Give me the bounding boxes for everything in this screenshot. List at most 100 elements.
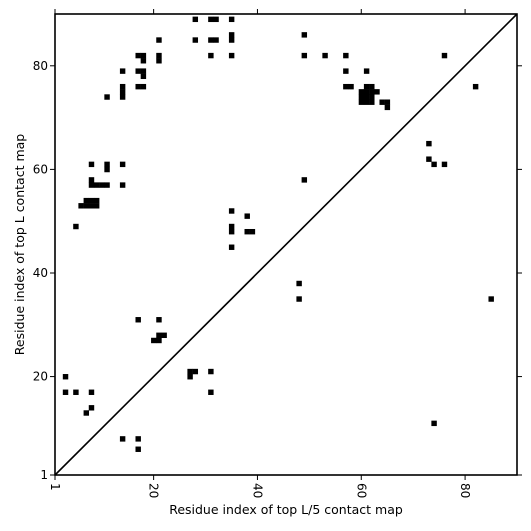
x-tick-label: 1: [48, 483, 62, 491]
contact-cell-top-l5: [208, 368, 214, 375]
contact-cell-top-l: [83, 203, 90, 209]
contact-cell-top-l: [93, 197, 100, 204]
contact-cell-top-l: [140, 58, 147, 64]
contact-cell-top-l: [322, 52, 328, 59]
contact-cell-top-l: [83, 197, 90, 204]
contact-cell-top-l: [228, 32, 235, 38]
contact-cell-top-l: [301, 52, 308, 59]
contact-cell-top-l: [363, 68, 370, 74]
contact-cell-top-l: [426, 156, 432, 162]
contact-cell-top-l: [384, 104, 391, 111]
contact-cell-top-l: [119, 161, 126, 168]
x-tick-label: 80: [458, 483, 472, 498]
contact-cell-top-l: [369, 94, 375, 100]
contact-cell-top-l5: [151, 337, 157, 344]
contact-cell-top-l: [441, 52, 448, 59]
contact-cell-top-l: [369, 83, 375, 90]
contact-cell-top-l: [228, 16, 235, 23]
y-tick-label: 40: [33, 266, 48, 280]
contact-cell-top-l: [93, 182, 100, 188]
x-tick-label: 40: [250, 483, 264, 498]
contact-cell-top-l: [88, 161, 95, 168]
contact-cell-top-l: [228, 244, 235, 250]
contact-cells: [62, 16, 494, 452]
contact-cell-top-l5: [62, 374, 69, 380]
contact-cell-top-l5: [135, 436, 141, 442]
contact-cell-top-l: [472, 83, 479, 90]
contact-cell-top-l: [358, 99, 365, 105]
contact-cell-top-l: [431, 161, 437, 168]
contact-cell-top-l: [213, 16, 219, 23]
contact-cell-top-l5: [88, 405, 95, 411]
contact-cell-top-l: [208, 52, 214, 59]
contact-cell-top-l: [156, 37, 162, 43]
contact-cell-top-l5: [187, 374, 193, 380]
contact-cell-top-l: [213, 37, 219, 43]
contact-cell-top-l: [343, 68, 349, 74]
contact-cell-top-l5: [296, 280, 302, 287]
contact-cell-top-l: [343, 52, 349, 59]
contact-cell-top-l: [78, 203, 84, 209]
contact-cell-top-l: [88, 177, 95, 183]
contact-cell-top-l: [228, 52, 235, 59]
contact-cell-top-l5: [156, 317, 162, 323]
contact-cell-top-l: [104, 182, 110, 188]
contact-cell-top-l: [192, 37, 199, 43]
contact-cell-top-l5: [83, 410, 90, 416]
contact-cell-top-l5: [135, 446, 141, 452]
contact-cell-top-l: [140, 83, 147, 90]
contact-cell-top-l: [119, 94, 126, 100]
contact-cell-top-l: [208, 16, 214, 23]
x-tick-label: 20: [147, 483, 161, 498]
contact-cell-top-l: [88, 182, 95, 188]
contact-cell-top-l: [358, 94, 365, 100]
contact-cell-top-l5: [296, 296, 302, 302]
y-axis-title: Residue index of top L contact map: [12, 134, 27, 355]
contact-cell-top-l: [301, 177, 308, 183]
contact-cell-top-l5: [187, 368, 193, 375]
contact-cell-top-l5: [208, 389, 214, 395]
contact-cell-top-l: [104, 94, 110, 100]
contact-cell-top-l: [363, 89, 370, 95]
contact-cell-top-l: [249, 228, 256, 235]
contact-cell-top-l5: [156, 332, 162, 339]
contact-cell-top-l: [140, 68, 147, 74]
contact-cell-top-l5: [431, 420, 437, 427]
y-tick-label: 1: [40, 468, 48, 482]
contact-cell-top-l: [119, 89, 126, 95]
contact-cell-top-l5: [88, 389, 95, 395]
contact-cell-top-l: [88, 197, 95, 204]
y-tick-label: 60: [33, 162, 48, 176]
contact-cell-top-l: [156, 52, 162, 59]
contact-cell-top-l: [228, 37, 235, 43]
contact-cell-top-l: [363, 83, 370, 90]
x-axis: 1 20 40 60 80: [48, 9, 472, 498]
contact-cell-top-l: [244, 228, 250, 235]
contact-cell-top-l: [379, 99, 385, 105]
contact-cell-top-l: [140, 52, 147, 59]
diagonal-line: [54, 13, 518, 476]
contact-cell-top-l: [135, 83, 141, 90]
contact-cell-top-l5: [156, 337, 162, 344]
contact-cell-top-l: [119, 182, 126, 188]
contact-cell-top-l: [119, 68, 126, 74]
contact-cell-top-l5: [73, 389, 79, 395]
contact-cell-top-l: [363, 94, 370, 100]
y-tick-label: 80: [33, 59, 48, 73]
contact-cell-top-l: [104, 161, 110, 168]
contact-cell-top-l5: [161, 332, 167, 339]
contact-cell-top-l: [88, 203, 95, 209]
contact-cell-top-l: [228, 223, 235, 230]
contact-cell-top-l: [369, 89, 375, 95]
contact-cell-top-l: [93, 203, 100, 209]
contact-cell-top-l: [301, 32, 308, 38]
contact-cell-top-l5: [192, 368, 199, 375]
contact-cell-top-l: [228, 208, 235, 214]
contact-cell-top-l: [73, 223, 79, 230]
contact-cell-top-l5: [62, 389, 69, 395]
contact-cell-top-l: [348, 83, 354, 90]
y-tick-label: 20: [33, 370, 48, 384]
contact-cell-top-l: [426, 140, 432, 147]
contact-cell-top-l: [119, 83, 126, 90]
